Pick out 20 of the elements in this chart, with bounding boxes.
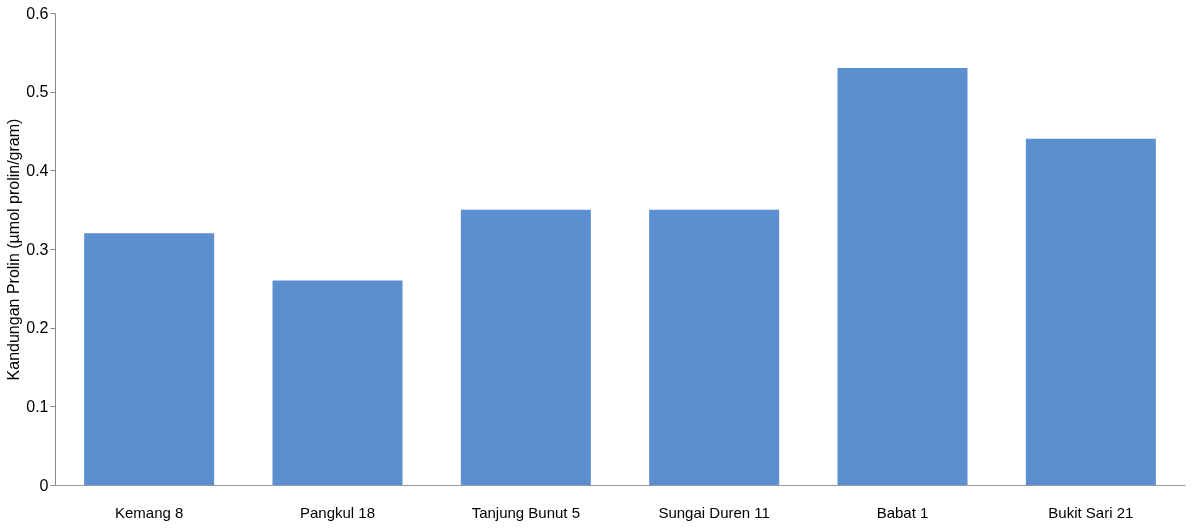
y-tick-label: 0.1 <box>26 397 49 415</box>
x-tick-label: Tanjung Bunut 5 <box>471 503 581 521</box>
x-tick-label: Sungai Duren 11 <box>658 503 770 521</box>
x-tick-label: Kemang 8 <box>114 503 184 521</box>
x-tick-label: Pangkul 18 <box>299 503 376 521</box>
y-tick-label: 0.2 <box>26 319 49 337</box>
y-tick-label: 0.6 <box>26 4 49 22</box>
bar <box>837 68 968 485</box>
y-tick-label: 0 <box>39 476 49 494</box>
bar <box>460 209 591 485</box>
y-axis-title: Kandungan Prolin (µmol prolin/gram) <box>5 118 23 381</box>
bar <box>272 280 403 485</box>
x-tick-label: Bukit Sari 21 <box>1048 503 1134 521</box>
y-tick-label: 0.4 <box>26 161 49 179</box>
bar <box>1025 138 1156 485</box>
bar <box>84 233 215 485</box>
bar <box>649 209 780 485</box>
y-tick-label: 0.3 <box>26 240 49 258</box>
y-tick-label: 0.5 <box>26 83 49 101</box>
x-tick-label: Babat 1 <box>876 503 929 521</box>
